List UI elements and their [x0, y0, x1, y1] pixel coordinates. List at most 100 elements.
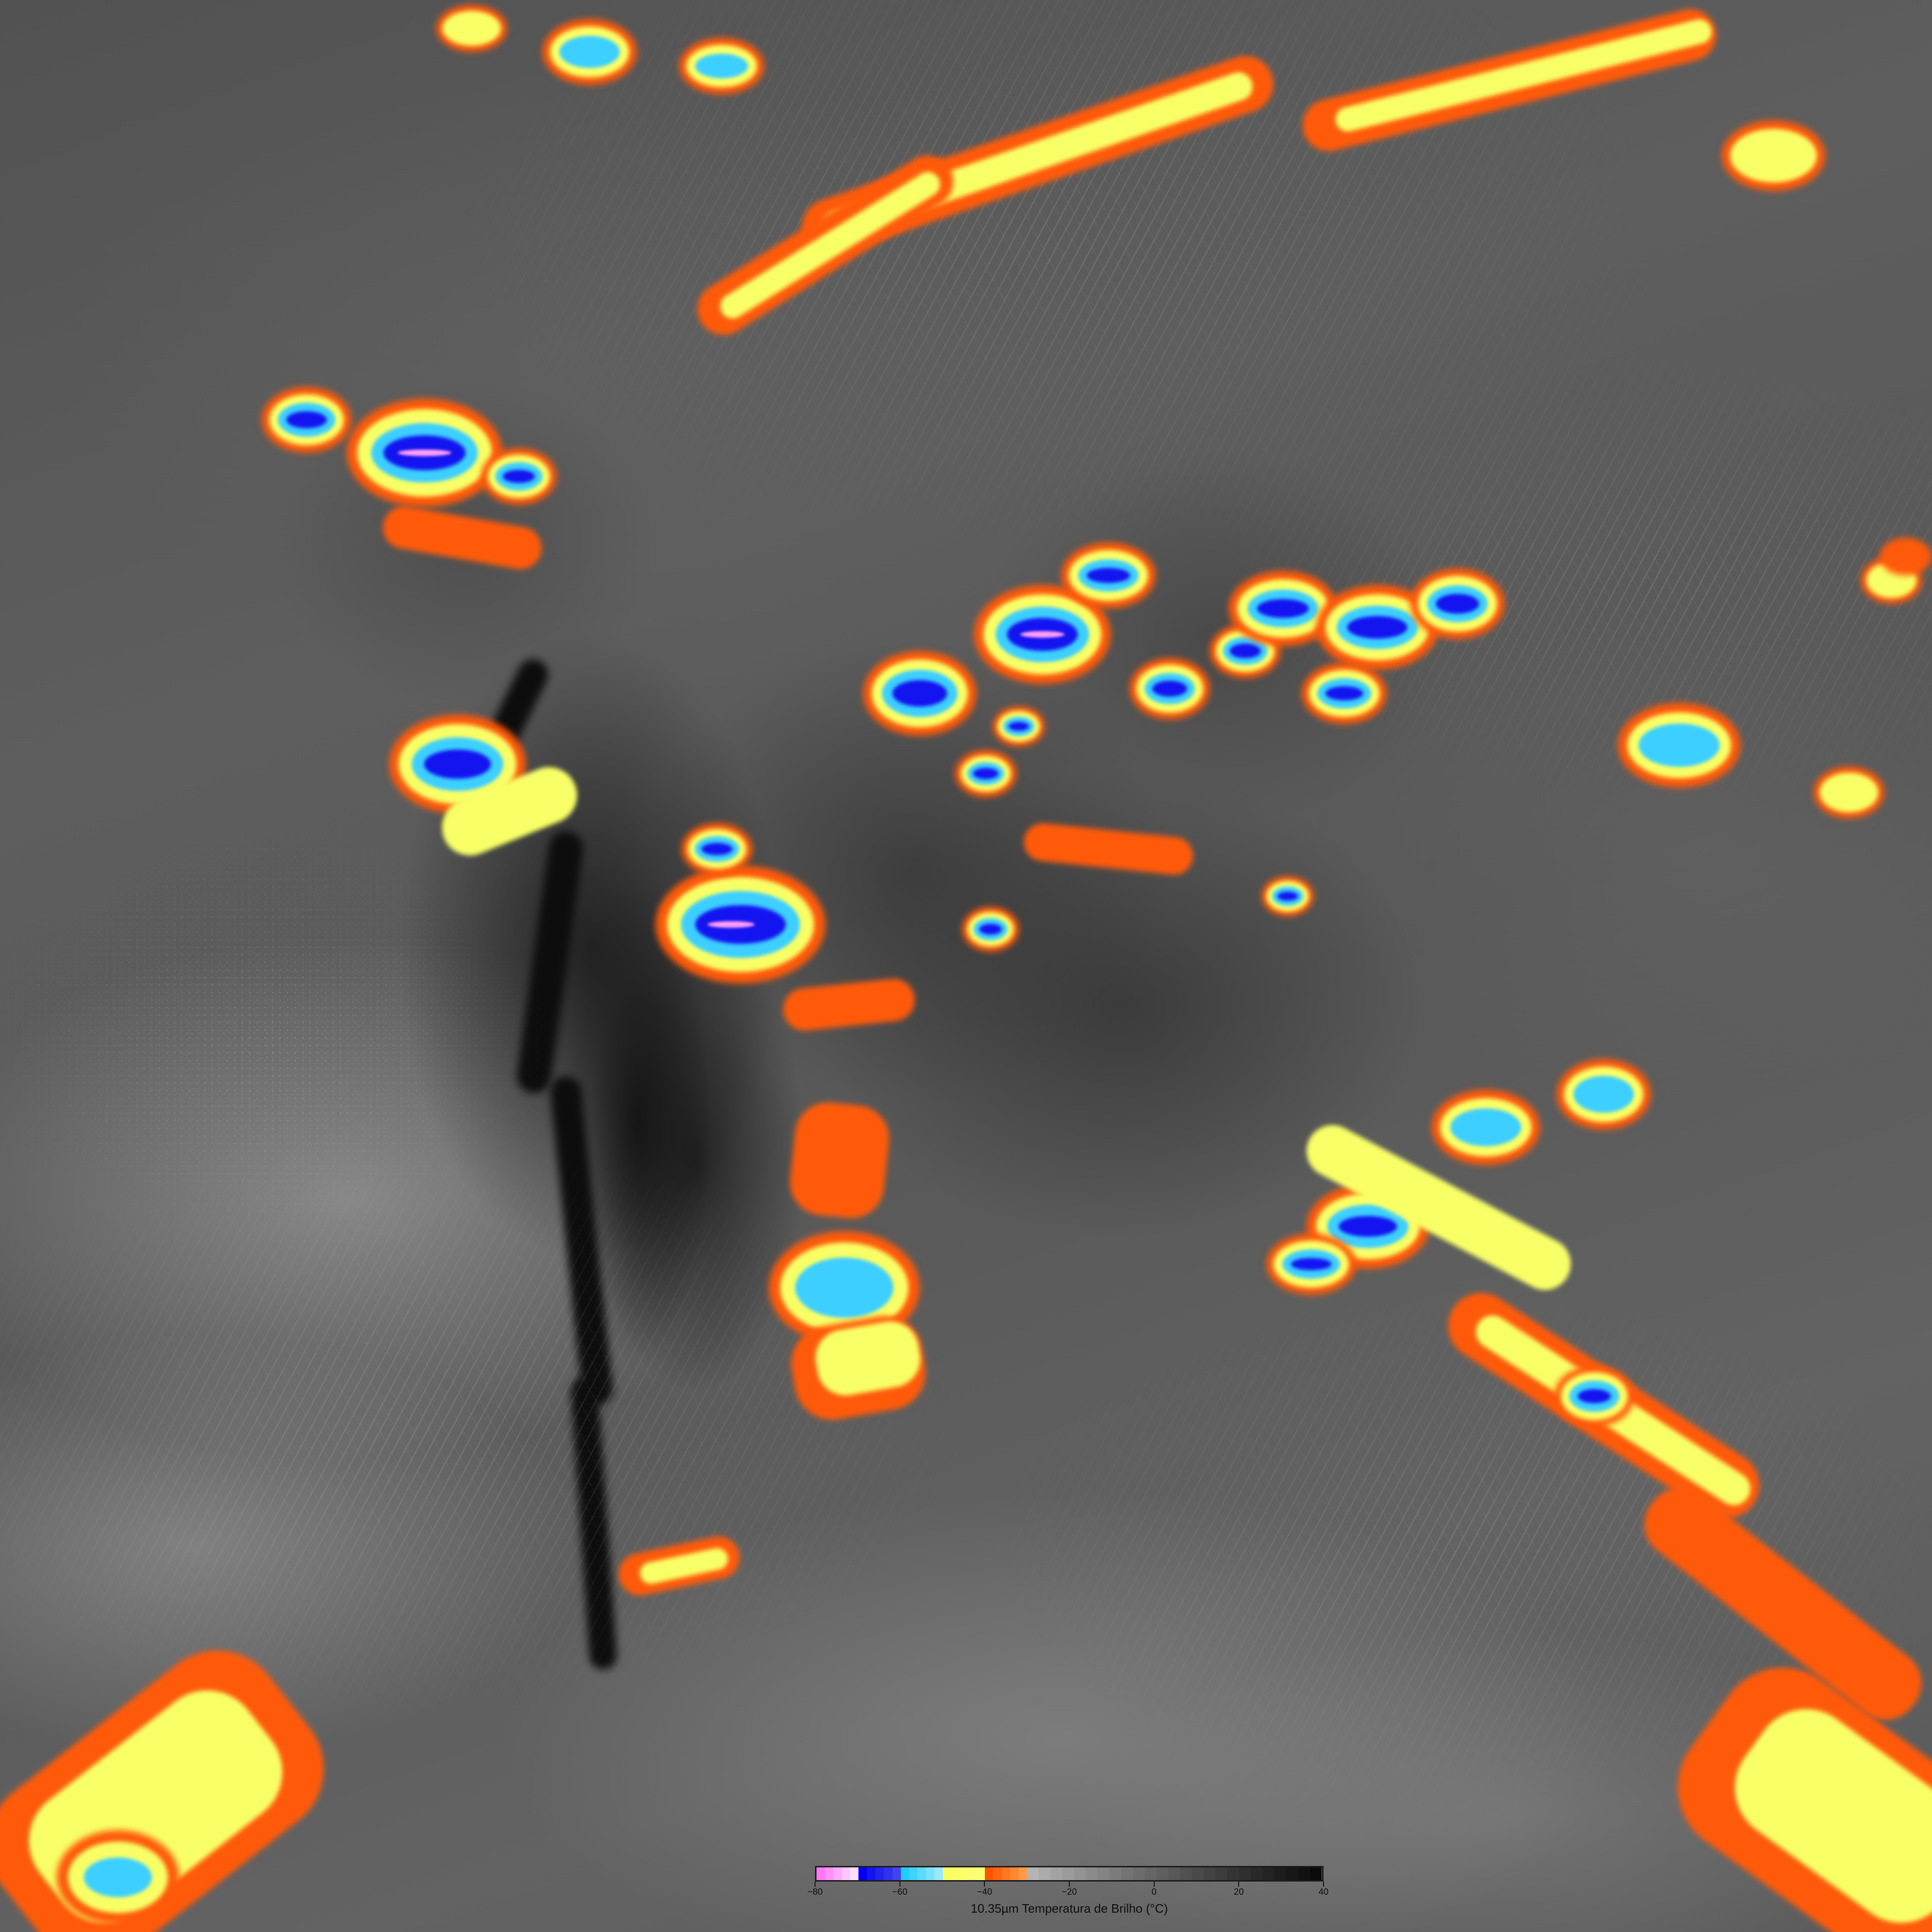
colorbar-swatch-blue [867, 1867, 876, 1880]
colorbar-swatch-grayscale [1310, 1867, 1322, 1880]
convective-cell [57, 1830, 179, 1924]
colorbar-tick-label: 40 [1318, 1887, 1329, 1897]
colorbar-tick [1323, 1882, 1324, 1887]
colorbar-swatch-grayscale [1039, 1867, 1051, 1880]
colorbar-tick [1153, 1882, 1155, 1887]
colorbar-swatch-blue [858, 1867, 867, 1880]
colorbar-swatch-grayscale [1263, 1867, 1275, 1880]
convective-cell [1410, 568, 1505, 639]
colorbar-swatch-grayscale [1216, 1867, 1228, 1880]
colorbar-swatch-grayscale [1180, 1867, 1192, 1880]
colorbar-swatch-grayscale [1050, 1867, 1063, 1880]
convective-cell [347, 399, 502, 507]
colorbar-swatch-orange [993, 1867, 1002, 1880]
colorbar-swatch-cyan [909, 1867, 918, 1880]
colorbar-tick-labels: −80 −60 −40 −20 0 20 40 [808, 1887, 1329, 1899]
itcz-yellow-segment [1332, 17, 1715, 134]
colorbar-swatch-yellow [968, 1867, 977, 1880]
convective-cell [542, 19, 637, 85]
colorbar-swatch-yellow [959, 1867, 968, 1880]
convective-fringe [1022, 821, 1195, 877]
colorbar-swatch-grayscale [1121, 1867, 1133, 1880]
colorbar-swatch-grayscale [1145, 1867, 1157, 1880]
colorbar-tick-marks [815, 1882, 1324, 1887]
colorbar-swatch-magenta [850, 1867, 859, 1880]
convective-cell [1618, 703, 1740, 788]
convective-cell [1266, 1233, 1356, 1295]
convective-cell [962, 907, 1019, 952]
colorbar-tick [1069, 1882, 1070, 1887]
colorbar-swatch-grayscale [1227, 1867, 1240, 1880]
colorbar-swatch-grayscale [1157, 1867, 1169, 1880]
colorbar-swatch-grayscale [1074, 1867, 1086, 1880]
convective-cell [1557, 1059, 1651, 1130]
convective-cell [1554, 1366, 1634, 1427]
convective-cell [1262, 876, 1314, 916]
convective-cell [1861, 557, 1922, 604]
colorbar-swatch-yellow [951, 1867, 960, 1880]
convective-cell [1229, 571, 1337, 646]
colorbar-swatch-grayscale [1251, 1867, 1263, 1880]
colorbar-swatch-grayscale [1109, 1867, 1122, 1880]
colorbar-swatch-magenta [824, 1867, 833, 1880]
convective-cell [993, 706, 1045, 747]
convective-fringe [379, 503, 545, 573]
convective-cell-mcs [656, 866, 825, 983]
colorbar-swatch-grayscale [1239, 1867, 1251, 1880]
convective-cell [863, 651, 976, 736]
colorbar-swatch-grayscale [1168, 1867, 1181, 1880]
convective-fringe [781, 976, 917, 1033]
colorbar-tick [815, 1882, 816, 1887]
colorbar-swatch-grayscale [1133, 1867, 1145, 1880]
colorbar-swatch-grayscale [1274, 1867, 1287, 1880]
colorbar-swatch-cyan [926, 1867, 935, 1880]
colorbar-swatch-grayscale [1204, 1867, 1216, 1880]
colorbar-swatch-cyan [917, 1867, 926, 1880]
convective-cell [1130, 658, 1210, 719]
colorbar-swatch-cyan [934, 1867, 943, 1880]
colorbar-swatch-grayscale [1027, 1867, 1039, 1880]
colorbar-swatch-blue [883, 1867, 892, 1880]
colorbar-swatch-orange [1010, 1867, 1019, 1880]
colorbar-swatch-grayscale [1062, 1867, 1074, 1880]
colorbar-swatch-orange [1018, 1867, 1027, 1880]
colorbar-swatch-orange [1001, 1867, 1010, 1880]
colorbar-swatch-magenta [841, 1867, 850, 1880]
convective-cell [481, 448, 557, 505]
colorbar-legend: −80 −60 −40 −20 0 20 40 10.35µm Temperatura de… [808, 1866, 1329, 1916]
colorbar-axis-label: 10.35µm Temperatura de Brilho (°C) [971, 1901, 1168, 1915]
colorbar-tick-label: −20 [1061, 1887, 1077, 1897]
colorbar-swatch-blue [892, 1867, 901, 1880]
colorbar-tick-label: −60 [892, 1887, 908, 1897]
colorbar-swatch-magenta [816, 1867, 825, 1880]
colorbar-tick-label: 20 [1233, 1887, 1244, 1897]
convective-cell [1880, 538, 1932, 575]
colorbar-swatch-yellow [976, 1867, 985, 1880]
convective-cell [1302, 663, 1387, 724]
convective-cell [682, 823, 752, 875]
colorbar-swatch-orange [985, 1867, 994, 1880]
convective-cell [1432, 1090, 1540, 1165]
colorbar-tick [899, 1882, 900, 1887]
convective-cell [1722, 120, 1825, 191]
colorbar-tick-label: −80 [807, 1887, 823, 1897]
colorbar-tick-label: −40 [977, 1887, 992, 1897]
colorbar-tick [984, 1882, 985, 1887]
convective-cell [955, 750, 1016, 797]
colorbar-swatch-grayscale [1098, 1867, 1110, 1880]
colorbar-swatch-yellow [942, 1867, 951, 1880]
colorbar-gradient-bar [815, 1866, 1324, 1882]
colorbar-swatch-grayscale [1086, 1867, 1098, 1880]
colorbar-swatch-blue [875, 1867, 884, 1880]
convective-cell [436, 5, 507, 52]
colorbar-swatch-grayscale [1298, 1867, 1310, 1880]
colorbar-tick-label: 0 [1151, 1887, 1157, 1897]
convective-cell [262, 387, 351, 453]
itcz-yellow-segment [716, 167, 945, 324]
colorbar-swatch-grayscale [1286, 1867, 1299, 1880]
colorbar-swatch-grayscale [1192, 1867, 1204, 1880]
